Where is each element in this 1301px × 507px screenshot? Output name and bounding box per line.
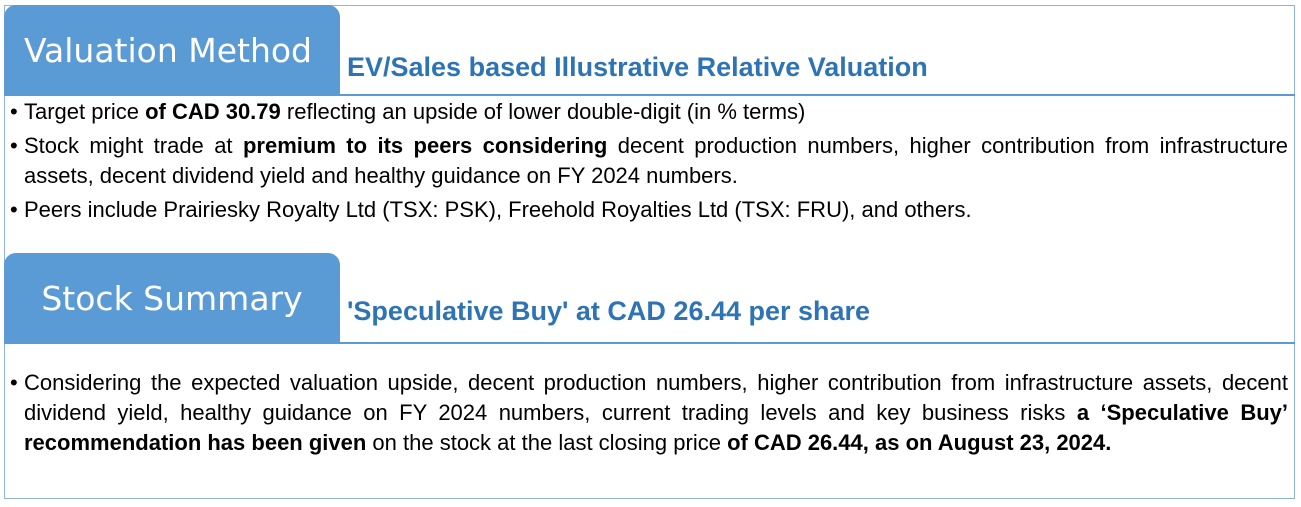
bullet-text: Target price bbox=[24, 99, 146, 124]
bullet-icon: • bbox=[10, 99, 18, 124]
valuation-bullet-list: • Target price of CAD 30.79 reflecting a… bbox=[10, 97, 1288, 229]
bullet-text: decent production numbers, higher contri… bbox=[24, 133, 1289, 188]
stock-summary-label: Stock Summary bbox=[41, 278, 303, 318]
valuation-subtitle: EV/Sales based Illustrative Relative Val… bbox=[347, 52, 928, 82]
bullet-text: Peers include Prairiesky Royalty Ltd (TS… bbox=[24, 197, 972, 222]
list-item: • Stock might trade at premium to its pe… bbox=[10, 131, 1288, 191]
bullet-bold-text: a ‘Speculative Buy’ recommendation has b… bbox=[24, 400, 1288, 455]
bullet-text: Stock might trade at bbox=[24, 133, 243, 158]
bullet-icon: • bbox=[10, 197, 18, 222]
summary-bullet-list: • Considering the expected valuation ups… bbox=[10, 368, 1288, 462]
bullet-bold-text: of CAD 26.44, as on August 23, 2024. bbox=[727, 430, 1112, 455]
summary-subtitle: 'Speculative Buy' at CAD 26.44 per share bbox=[347, 296, 871, 326]
bullet-text: Considering the expected valuation upsid… bbox=[24, 370, 1288, 425]
stock-summary-tab: Stock Summary bbox=[4, 253, 340, 343]
valuation-method-tab: Valuation Method bbox=[4, 5, 340, 95]
bullet-bold-text: premium to its peers considering bbox=[242, 133, 608, 158]
list-item: • Target price of CAD 30.79 reflecting a… bbox=[10, 97, 1288, 127]
bullet-icon: • bbox=[10, 133, 18, 158]
list-item: • Considering the expected valuation ups… bbox=[10, 368, 1288, 458]
bullet-bold-text: of CAD 30.79 bbox=[145, 99, 281, 124]
bullet-text: reflecting an upside of lower double-dig… bbox=[280, 99, 806, 124]
valuation-method-label: Valuation Method bbox=[24, 30, 313, 70]
list-item: • Peers include Prairiesky Royalty Ltd (… bbox=[10, 195, 1288, 225]
bullet-text: on the stock at the last closing price bbox=[366, 430, 728, 455]
section-divider bbox=[4, 342, 1295, 344]
content-frame bbox=[4, 5, 1295, 499]
bullet-icon: • bbox=[10, 370, 18, 395]
section-divider bbox=[4, 94, 1295, 96]
